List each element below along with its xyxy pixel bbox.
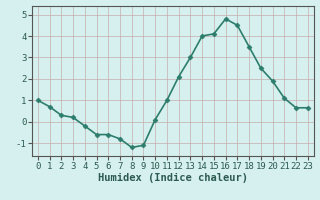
X-axis label: Humidex (Indice chaleur): Humidex (Indice chaleur) [98,173,248,183]
